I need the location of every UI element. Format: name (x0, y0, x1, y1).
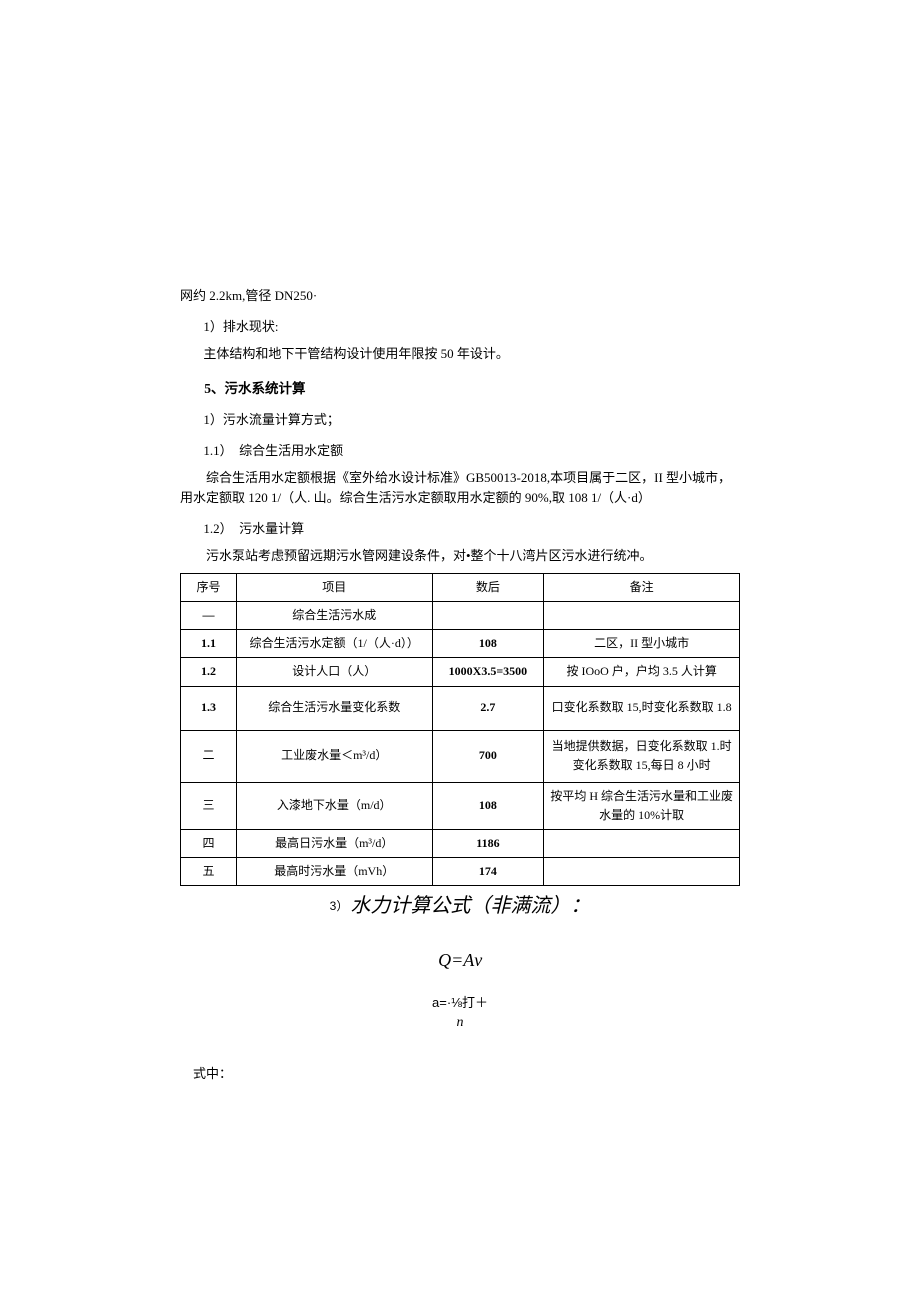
formula-title-text: 水力计算公式（非满流）： (350, 895, 590, 917)
formula-section-title: 3）水力计算公式（非满流）： (180, 890, 740, 922)
table-row: 二 工业废水量＜m³/d） 700 当地提供数据，日变化系数取 1.时变化系数取… (181, 730, 740, 782)
cell-note: 二区，II 型小城市 (544, 630, 740, 658)
cell-val: 2.7 (432, 686, 544, 730)
cell-item: 综合生活污水成 (236, 601, 432, 629)
formula-number: 3） (330, 899, 349, 913)
cell-val: 700 (432, 730, 544, 782)
para-1-2: 污水泵站考虑预留远期污水管网建设条件，对•整个十八湾片区污水进行统冲。 (180, 546, 740, 567)
cell-val: 1186 (432, 829, 544, 857)
cell-note: 按 IOoO 户，户均 3.5 人计算 (544, 658, 740, 686)
table-row: 1.2 设计人口（人） 1000X3.5=3500 按 IOoO 户，户均 3.… (181, 658, 740, 686)
cell-note: 口变化系数取 15,时变化系数取 1.8 (544, 686, 740, 730)
cell-val: 108 (432, 782, 544, 829)
cell-item: 入漆地下水量（m/d） (236, 782, 432, 829)
cell-item: 工业废水量＜m³/d） (236, 730, 432, 782)
th-seq: 序号 (181, 573, 237, 601)
cell-val (432, 601, 544, 629)
cell-seq: 五 (181, 858, 237, 886)
cell-note: 按平均 H 综合生活污水量和工业废水量的 10%计取 (544, 782, 740, 829)
formula-q-av: Q=Aᴠ (180, 946, 740, 975)
cell-seq: 1.3 (181, 686, 237, 730)
table-row: — 综合生活污水成 (181, 601, 740, 629)
sub-1-2: 1.2） 污水量计算 (203, 519, 740, 540)
cell-note (544, 601, 740, 629)
sub-1: 1）污水流量计算方式； (203, 410, 740, 431)
sub-1-1: 1.1） 综合生活用水定额 (203, 441, 740, 462)
cell-item: 最高时污水量（mVh） (236, 858, 432, 886)
cell-seq: 1.1 (181, 630, 237, 658)
table-row: 三 入漆地下水量（m/d） 108 按平均 H 综合生活污水量和工业废水量的 1… (181, 782, 740, 829)
cell-note (544, 829, 740, 857)
sewage-calc-table: 序号 项目 数后 备注 — 综合生活污水成 1.1 综合生活污水定额（1/（人·… (180, 573, 740, 887)
intro-line: 网约 2.2km,管径 DN250· (180, 286, 740, 307)
cell-seq: — (181, 601, 237, 629)
formula-line-1: a=·⅛打＋ (432, 995, 488, 1010)
th-note: 备注 (544, 573, 740, 601)
cell-seq: 二 (181, 730, 237, 782)
cell-seq: 三 (181, 782, 237, 829)
document-page: 网约 2.2km,管径 DN250· 1）排水现状: 主体结构和地下干管结构设计… (0, 0, 920, 1191)
cell-note: 当地提供数据，日变化系数取 1.时变化系数取 15,每日 8 小时 (544, 730, 740, 782)
th-item: 项目 (236, 573, 432, 601)
cell-seq: 1.2 (181, 658, 237, 686)
section-5-heading: 5、污水系统计算 (204, 378, 740, 400)
para-1-1: 综合生活用水定额根据《室外给水设计标准》GB50013-2018,本项目属于二区… (180, 468, 740, 510)
cell-item: 综合生活污水量变化系数 (236, 686, 432, 730)
cell-item: 设计人口（人） (236, 658, 432, 686)
table-row: 四 最高日污水量（m³/d） 1186 (181, 829, 740, 857)
cell-item: 最高日污水量（m³/d） (236, 829, 432, 857)
formula-where-label: 式中： (193, 1064, 740, 1085)
cell-note (544, 858, 740, 886)
formula-line-2: n (180, 1012, 740, 1034)
cell-val: 174 (432, 858, 544, 886)
cell-val: 1000X3.5=3500 (432, 658, 544, 686)
drainage-status-body: 主体结构和地下干管结构设计使用年限按 50 年设计。 (203, 344, 740, 365)
table-row: 五 最高时污水量（mVh） 174 (181, 858, 740, 886)
table-header-row: 序号 项目 数后 备注 (181, 573, 740, 601)
cell-seq: 四 (181, 829, 237, 857)
th-val: 数后 (432, 573, 544, 601)
table-row: 1.3 综合生活污水量变化系数 2.7 口变化系数取 15,时变化系数取 1.8 (181, 686, 740, 730)
cell-item: 综合生活污水定额（1/（人·d）） (236, 630, 432, 658)
table-row: 1.1 综合生活污水定额（1/（人·d）） 108 二区，II 型小城市 (181, 630, 740, 658)
drainage-status-heading: 1）排水现状: (203, 317, 740, 338)
formula-secondary: a=·⅛打＋ n (180, 993, 740, 1034)
cell-val: 108 (432, 630, 544, 658)
